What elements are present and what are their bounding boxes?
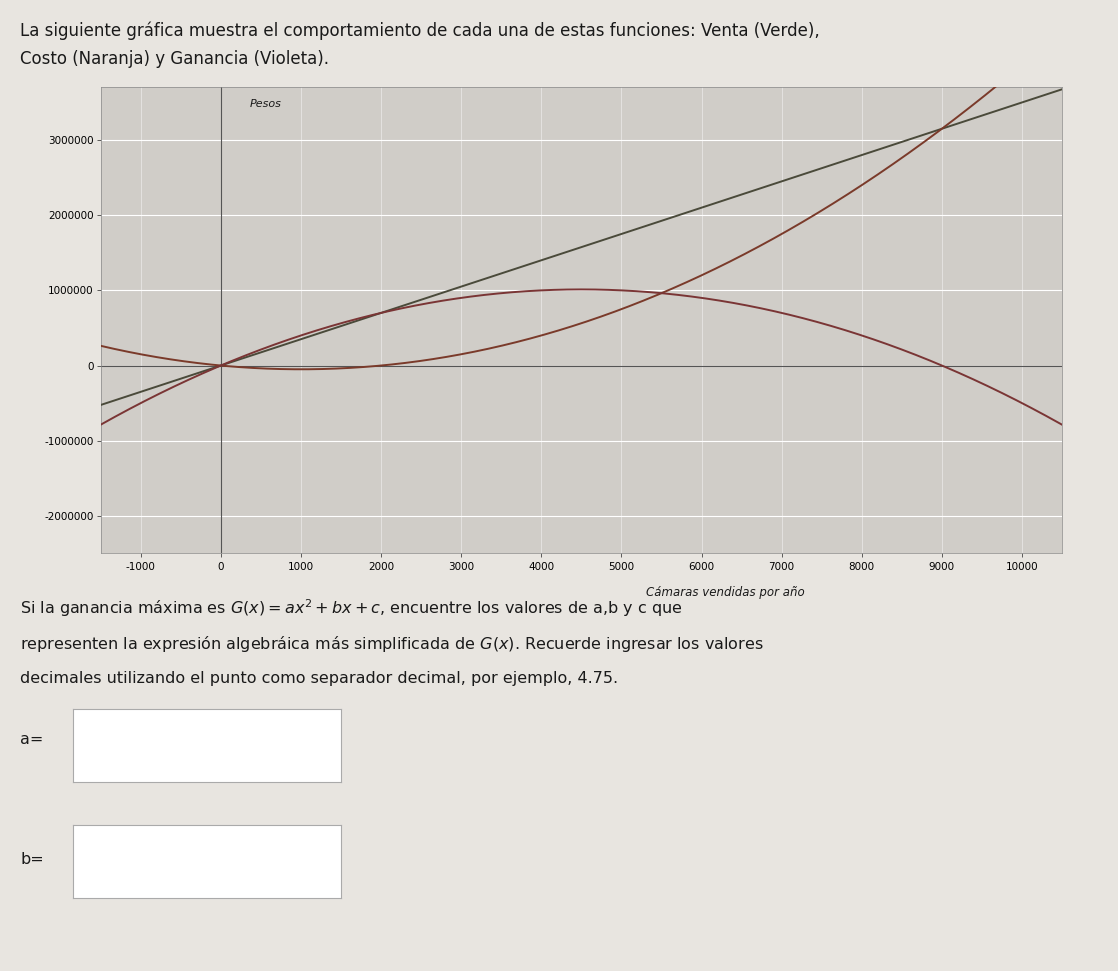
Text: b=: b= [20,852,44,867]
Text: Pesos: Pesos [249,99,282,109]
Text: decimales utilizando el punto como separador decimal, por ejemplo, 4.75.: decimales utilizando el punto como separ… [20,671,618,686]
Text: Costo (Naranja) y Ganancia (Violeta).: Costo (Naranja) y Ganancia (Violeta). [20,50,329,69]
Text: Cámaras vendidas por año: Cámaras vendidas por año [646,586,805,599]
Text: La siguiente gráfica muestra el comportamiento de cada una de estas funciones: V: La siguiente gráfica muestra el comporta… [20,21,819,40]
Text: representen la expresión algebráica más simplificada de $G(x)$. Recuerde ingresa: representen la expresión algebráica más … [20,634,764,654]
Text: a=: a= [20,732,44,748]
Text: Si la ganancia máxima es $G(x)=ax^2+bx+c$, encuentre los valores de a,b y c que: Si la ganancia máxima es $G(x)=ax^2+bx+c… [20,597,682,619]
